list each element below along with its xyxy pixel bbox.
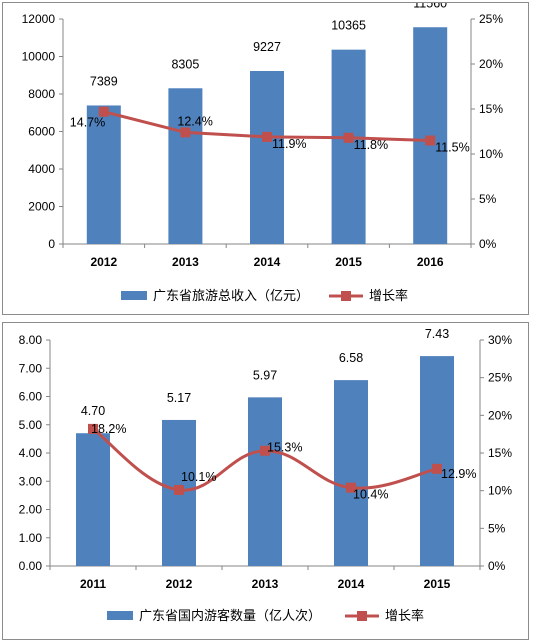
x-axis-category-label: 2015 (335, 255, 362, 269)
growth-rate-data-label: 11.8% (354, 138, 389, 152)
right-axis-tick-label: 25% (479, 12, 503, 26)
left-axis-tick-label: 10000 (22, 50, 56, 64)
left-axis-tick-label: 5.00 (19, 418, 43, 432)
growth-rate-marker-2011 (88, 423, 98, 434)
legend-bar-label: 广东省旅游总收入（亿元） (153, 289, 309, 304)
left-axis-tick-label: 2.00 (19, 503, 43, 517)
left-axis-tick-label: 4000 (28, 162, 55, 176)
growth-rate-marker-2016 (425, 135, 436, 146)
growth-rate-marker-2012 (174, 484, 184, 495)
right-axis-tick-label: 0% (488, 559, 506, 573)
right-axis-tick-label: 20% (488, 408, 512, 422)
bar-data-label: 11560 (413, 3, 447, 10)
growth-rate-marker-2015 (343, 132, 354, 143)
x-axis-category-label: 2011 (80, 577, 106, 591)
growth-rate-marker-2015 (432, 463, 442, 474)
bar-2011 (76, 433, 110, 566)
bar-2014 (250, 70, 284, 245)
chart-panel-tourism-revenue: 0 2000 4000 6000 8000 10000 12000 0% 5% 10% 15% 20%… (2, 2, 529, 315)
growth-rate-data-label: 11.5% (435, 141, 470, 155)
left-axis-tick-label: 7.00 (19, 361, 43, 375)
chart-tourists-svg: 0.00 1.00 2.00 3.00 4.00 5.00 6.00 7.00 8.00 0% 5%… (19, 327, 513, 624)
right-axis-tick-label: 30% (488, 333, 512, 347)
growth-rate-marker-2012 (98, 106, 109, 117)
left-axis-tick-label: 4.00 (19, 446, 43, 460)
bar-data-label: 6.58 (339, 351, 363, 365)
growth-rate-data-label: 10.4% (353, 488, 388, 502)
legend-line-marker (357, 611, 367, 621)
legend-bar-swatch (107, 611, 133, 620)
right-axis-tick-label: 15% (479, 102, 503, 116)
x-axis-category-label: 2013 (252, 577, 279, 591)
right-axis-tick-label: 5% (479, 192, 497, 206)
growth-rate-data-label: 12.9% (441, 467, 476, 481)
left-axis-tick-label: 0.00 (19, 559, 43, 573)
left-axis-tick-label: 12000 (22, 12, 56, 26)
bar-2014 (334, 380, 368, 566)
bar-2013 (168, 88, 203, 244)
right-axis-tick-label: 10% (488, 484, 512, 498)
right-axis-tick-label: 25% (488, 371, 512, 385)
x-axis-category-label: 2014 (338, 577, 365, 591)
bar-data-label: 8305 (171, 57, 199, 71)
bar-data-label: 9227 (253, 40, 281, 54)
x-axis-category-label: 2015 (424, 577, 451, 591)
growth-rate-data-label: 10.1% (181, 470, 216, 484)
legend-line-label: 增长率 (385, 608, 424, 624)
growth-rate-data-label: 12.4% (177, 114, 212, 128)
bar-data-label: 5.97 (253, 368, 277, 382)
left-axis-tick-label: 1.00 (19, 531, 43, 545)
growth-rate-data-label: 18.2% (91, 422, 126, 436)
left-axis-tick-label: 0 (48, 237, 55, 251)
x-axis-category-label: 2012 (166, 577, 193, 591)
bar-data-label: 4.70 (81, 404, 105, 418)
bar-data-label: 7389 (90, 74, 118, 88)
bar-2015 (420, 356, 454, 566)
bar-data-label: 5.17 (167, 391, 191, 405)
legend-line-label: 增长率 (369, 288, 408, 304)
bar-data-label: 10365 (331, 19, 366, 33)
x-axis-category-label: 2012 (90, 255, 117, 269)
legend-bar-swatch (121, 291, 147, 300)
bar-2015 (331, 49, 366, 244)
x-axis-category-label: 2016 (417, 255, 444, 269)
legend-bar-label: 广东省国内游客数量（亿人次） (139, 608, 321, 624)
left-axis-tick-label: 6.00 (19, 390, 43, 404)
right-axis-tick-label: 10% (479, 147, 503, 161)
right-axis-tick-label: 0% (479, 237, 497, 251)
chart-panel-domestic-tourists: 0.00 1.00 2.00 3.00 4.00 5.00 6.00 7.00 8.00 0% 5%… (2, 322, 529, 640)
bar-2013 (248, 397, 282, 566)
left-axis-tick-label: 8000 (28, 87, 55, 101)
right-axis-tick-label: 20% (479, 57, 503, 71)
right-axis-tick-label: 15% (488, 446, 512, 460)
chart-revenue-svg: 0 2000 4000 6000 8000 10000 12000 0% 5% 10% 15% 20%… (22, 3, 504, 304)
growth-rate-data-label: 14.7% (70, 116, 105, 130)
left-axis-tick-label: 6000 (28, 125, 55, 139)
left-axis-tick-label: 3.00 (19, 474, 43, 488)
growth-rate-marker-2013 (180, 127, 191, 138)
x-axis-category-label: 2013 (172, 255, 199, 269)
bar-data-label: 7.43 (425, 327, 449, 341)
legend-line-marker (341, 291, 351, 301)
bar-2012 (86, 105, 121, 244)
growth-rate-data-label: 11.9% (272, 137, 307, 151)
right-axis-tick-label: 5% (488, 521, 506, 535)
left-axis-tick-label: 8.00 (19, 333, 43, 347)
growth-rate-marker-2013 (260, 445, 270, 456)
growth-rate-data-label: 15.3% (267, 441, 302, 455)
left-axis-tick-label: 2000 (28, 200, 55, 214)
growth-rate-marker-2014 (346, 482, 356, 493)
growth-rate-marker-2014 (262, 131, 272, 142)
x-axis-category-label: 2014 (254, 255, 281, 269)
